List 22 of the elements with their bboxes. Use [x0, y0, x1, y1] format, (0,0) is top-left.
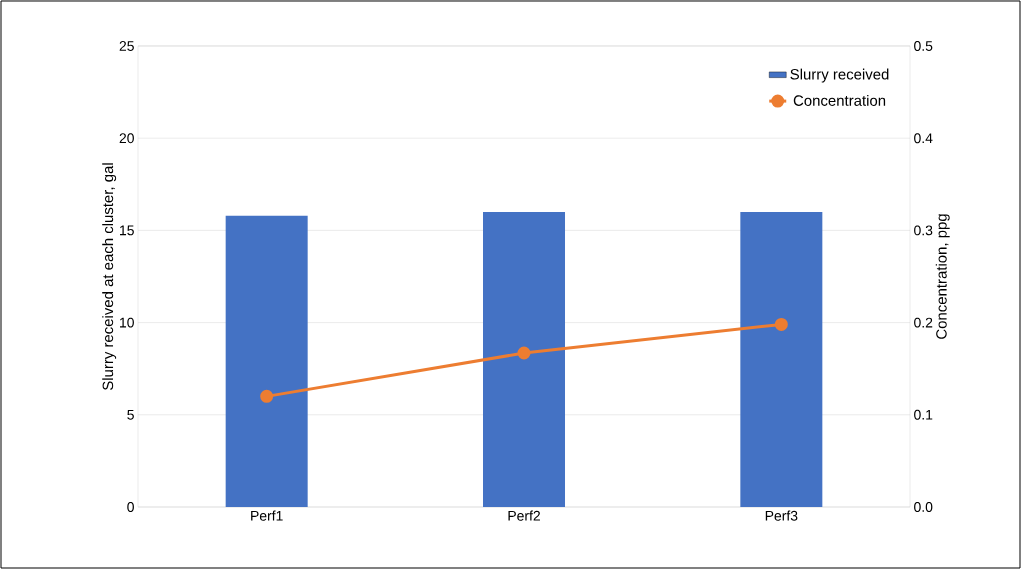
y2-tick-label: 0.1 [914, 409, 933, 420]
y2-tick-label: 0.4 [914, 133, 933, 144]
x-tick-label: Perf3 [765, 510, 798, 521]
y-tick-label: 0 [127, 502, 134, 512]
y-tick-label: 15 [120, 225, 134, 236]
point [774, 317, 788, 331]
y-tick-label: 25 [119, 41, 134, 51]
x-tick-label: Perf1 [251, 510, 283, 521]
y2-tick-label: 0.2 [914, 317, 933, 328]
x-tick-label: Perf2 [508, 510, 540, 521]
point [260, 389, 274, 403]
y-axis-title: Slurry received at each cluster, gal [102, 163, 117, 391]
y-tick-label: 5 [127, 409, 134, 420]
legend-label: Slurry received [790, 68, 889, 83]
y2-tick-label: 0.0 [914, 502, 933, 512]
y2-tick-label: 0.3 [914, 225, 933, 236]
y-tick-label: 10 [120, 317, 134, 328]
y-tick-label: 20 [119, 133, 134, 144]
point [517, 346, 531, 360]
y2-axis-title: Concentration, ppg [935, 214, 950, 339]
y2-tick-label: 0.5 [914, 41, 933, 51]
legend-label: Concentration [793, 94, 886, 106]
